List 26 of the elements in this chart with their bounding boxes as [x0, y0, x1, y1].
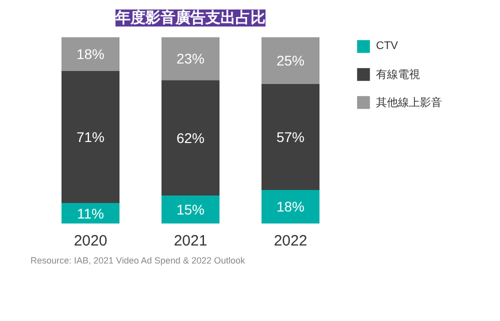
data-label: 71% [76, 128, 105, 145]
x-tick-label: 2020 [74, 232, 108, 250]
bar [62, 203, 120, 224]
data-label: 18% [276, 198, 305, 215]
bar [262, 37, 320, 84]
data-label: 15% [176, 202, 205, 218]
bar [262, 84, 320, 190]
legend-label: 有線電視 [376, 68, 420, 82]
bar [162, 37, 220, 80]
data-label: 25% [276, 52, 305, 69]
text: Resource: IAB, 2021 Video Ad Spend & 2022 Outlook [30, 256, 246, 266]
data-label: 18% [76, 46, 105, 62]
data-label: 62% [176, 130, 205, 146]
data-label: 57% [276, 128, 305, 145]
data-label: 11% [77, 205, 104, 222]
legend-label: CTV [376, 40, 398, 52]
bar [162, 80, 220, 196]
x-tick-label: 2022 [274, 232, 308, 250]
chart-title: 年度影音廣告支出占比 [114, 8, 266, 26]
bar [162, 196, 220, 224]
bar [262, 190, 320, 224]
x-tick-label: 2021 [174, 232, 208, 250]
bar [62, 70, 120, 204]
bar [62, 37, 120, 71]
legend-label: 其他線上影音 [376, 96, 442, 110]
data-label: 23% [176, 50, 205, 67]
